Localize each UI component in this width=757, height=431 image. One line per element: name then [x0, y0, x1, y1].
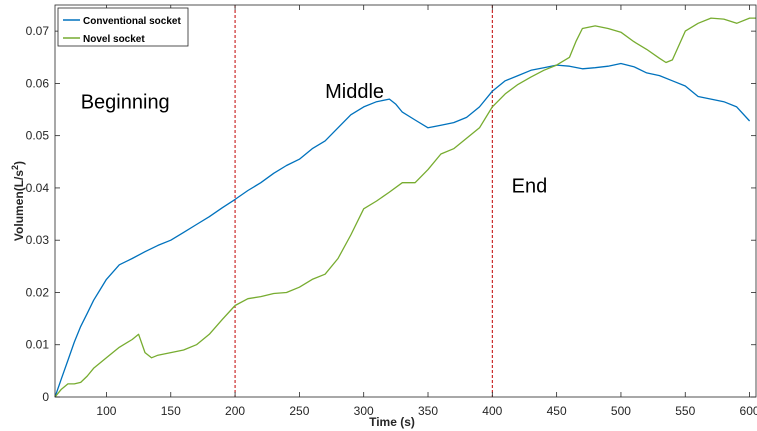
y-tick-label: 0.01 — [26, 338, 50, 352]
series-line-novel-socket — [54, 17, 756, 398]
annotation-middle: Middle — [325, 81, 384, 103]
legend-box — [57, 7, 189, 47]
annotation-end: End — [512, 175, 548, 197]
y-axis-ticks: 0 0.01 0.02 0.03 0.04 0.05 0.06 0.07 — [26, 24, 756, 404]
annotation-beginning: Beginning — [81, 92, 170, 114]
series-line-conventional-socket — [54, 62, 751, 398]
x-axis-ticks: 100 150 200 250 300 350 400 450 500 550 600 — [96, 5, 757, 418]
x-tick-label: 100 — [96, 404, 116, 418]
region-annotations: Beginning Middle End — [81, 81, 547, 197]
y-axis-title-main: Volumen(L/s — [12, 170, 26, 241]
x-tick-label: 550 — [675, 404, 695, 418]
x-tick-label: 150 — [161, 404, 181, 418]
y-axis-title-suffix: ) — [12, 161, 26, 165]
y-tick-label: 0.06 — [26, 76, 50, 90]
y-tick-label: 0.05 — [26, 129, 50, 143]
x-tick-label: 200 — [225, 404, 245, 418]
x-tick-label: 300 — [354, 404, 374, 418]
plot-frame — [54, 4, 757, 398]
x-tick-label: 250 — [289, 404, 309, 418]
plot-area — [55, 5, 756, 397]
legend-label-novel: Novel socket — [83, 34, 145, 45]
y-tick-label: 0.02 — [26, 285, 50, 299]
y-tick-label: 0.07 — [26, 24, 50, 38]
region-divider-lines — [234, 5, 493, 397]
x-tick-label: 500 — [611, 404, 631, 418]
x-tick-label: 450 — [547, 404, 567, 418]
series-lines — [54, 17, 756, 398]
x-tick-label: 600 — [740, 404, 757, 418]
y-tick-label: 0 — [42, 390, 49, 404]
y-tick-label: 0.03 — [26, 233, 50, 247]
x-tick-label: 400 — [482, 404, 502, 418]
y-axis-title-superscript: 2 — [10, 165, 20, 170]
x-axis-title: Time (s) — [369, 415, 415, 429]
y-axis-title: Volumen(L/s2) — [10, 161, 26, 241]
x-tick-label: 350 — [418, 404, 438, 418]
legend: Conventional socket Novel socket — [57, 7, 189, 47]
y-tick-label: 0.04 — [26, 181, 50, 195]
legend-label-conventional: Conventional socket — [83, 16, 181, 27]
